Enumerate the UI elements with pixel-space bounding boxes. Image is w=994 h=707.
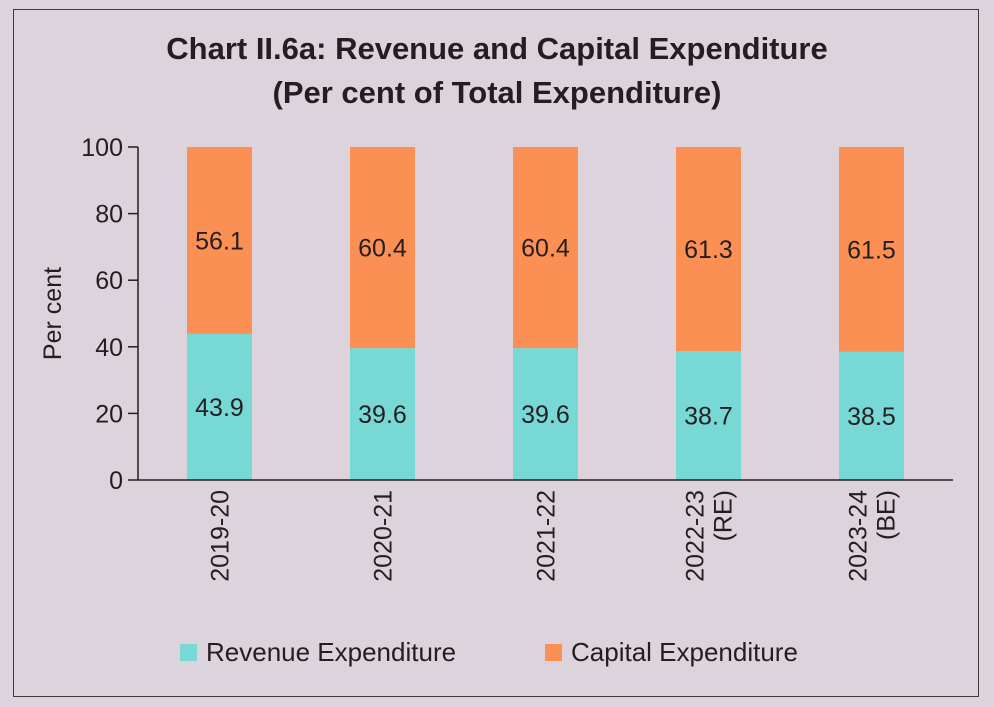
data-label-capital: 60.4	[521, 235, 570, 263]
x-tick-label-line: 2021-22	[533, 490, 561, 582]
bar-revenue	[676, 351, 741, 480]
x-tick-label-line: 2022-23	[682, 490, 710, 582]
chart-frame	[13, 9, 979, 697]
bar-revenue	[513, 348, 578, 480]
bar-capital	[513, 147, 578, 349]
data-label-capital: 60.4	[358, 235, 407, 263]
legend-item-revenue: Revenue Expenditure	[180, 637, 456, 667]
data-label-revenue: 43.9	[195, 394, 244, 422]
x-tick-label-line: (BE)	[873, 490, 901, 540]
bar-capital	[839, 147, 904, 352]
chart-title: Chart II.6a: Revenue and Capital Expendi…	[166, 31, 828, 66]
x-tick-label: 2019-20	[207, 490, 235, 582]
bar-capital	[676, 147, 741, 352]
data-label-capital: 61.5	[847, 236, 896, 264]
y-tick-label: 60	[95, 267, 123, 295]
x-tick-label: 2021-22	[533, 490, 561, 582]
bar-revenue	[350, 348, 415, 480]
data-label-capital: 61.3	[684, 236, 733, 264]
y-axis-label: Per cent	[39, 267, 67, 360]
x-tick-label: 2022-23 (RE)	[682, 490, 738, 582]
bar-revenue	[187, 333, 252, 480]
data-label-revenue: 39.6	[358, 401, 407, 429]
data-label-revenue: 39.6	[521, 401, 570, 429]
x-tick-label: 2023-24 (BE)	[845, 490, 901, 582]
y-tick-label: 20	[95, 400, 123, 428]
legend-swatch-revenue	[180, 643, 197, 661]
x-tick-label-line: 2019-20	[207, 490, 235, 582]
y-tick-label: 80	[95, 201, 123, 229]
x-tick-label: 2020-21	[370, 490, 398, 582]
legend-label-capital: Capital Expenditure	[571, 636, 798, 667]
bar-revenue	[839, 351, 904, 480]
legend-item-capital: Capital Expenditure	[545, 637, 798, 667]
y-tick-label: 100	[81, 134, 123, 162]
legend-label-revenue: Revenue Expenditure	[206, 636, 457, 667]
legend-swatch-capital	[545, 643, 562, 661]
data-label-revenue: 38.5	[847, 403, 896, 431]
chart-subtitle: (Per cent of Total Expenditure)	[272, 75, 722, 110]
bar-capital	[187, 147, 252, 334]
data-label-capital: 56.1	[195, 227, 244, 255]
bar-capital	[350, 147, 415, 349]
y-tick-label: 40	[95, 334, 123, 362]
x-tick-label-line: 2020-21	[370, 490, 398, 582]
y-tick-label: 0	[109, 467, 123, 495]
x-tick-label-line: (RE)	[710, 490, 738, 541]
data-label-revenue: 38.7	[684, 403, 733, 431]
x-tick-label-line: 2023-24	[845, 490, 873, 582]
